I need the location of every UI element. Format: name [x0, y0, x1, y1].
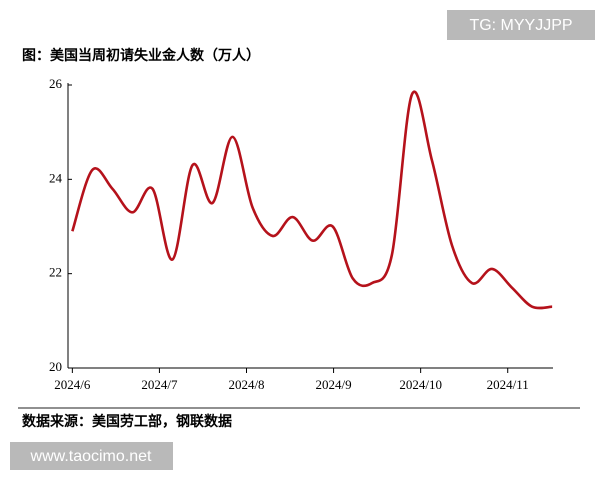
line: [71, 90, 553, 310]
y-tick-label: 20: [49, 359, 62, 374]
y-tick-label: 24: [49, 170, 63, 185]
source: 数据来源：美国劳工部，钢联数据: [22, 413, 232, 430]
watermark: www.taocimo.net: [30, 448, 152, 465]
chart-title: 图：美国当周初请失业金人数（万人）: [22, 47, 260, 64]
y-tick-label: 26: [49, 76, 63, 91]
x-tick-label: 2024/7: [141, 377, 178, 392]
y-tick-label: 22: [49, 265, 62, 280]
watermark-box: [10, 442, 173, 470]
x-tick-label: 2024/10: [399, 377, 442, 392]
watermark-box: [447, 10, 595, 40]
watermark: TG: MYYJJPP: [469, 17, 572, 34]
x-tick-label: 2024/9: [316, 377, 352, 392]
x-tick-label: 2024/11: [487, 377, 529, 392]
x-tick-label: 2024/8: [228, 377, 264, 392]
x-tick-label: 2024/6: [54, 377, 91, 392]
